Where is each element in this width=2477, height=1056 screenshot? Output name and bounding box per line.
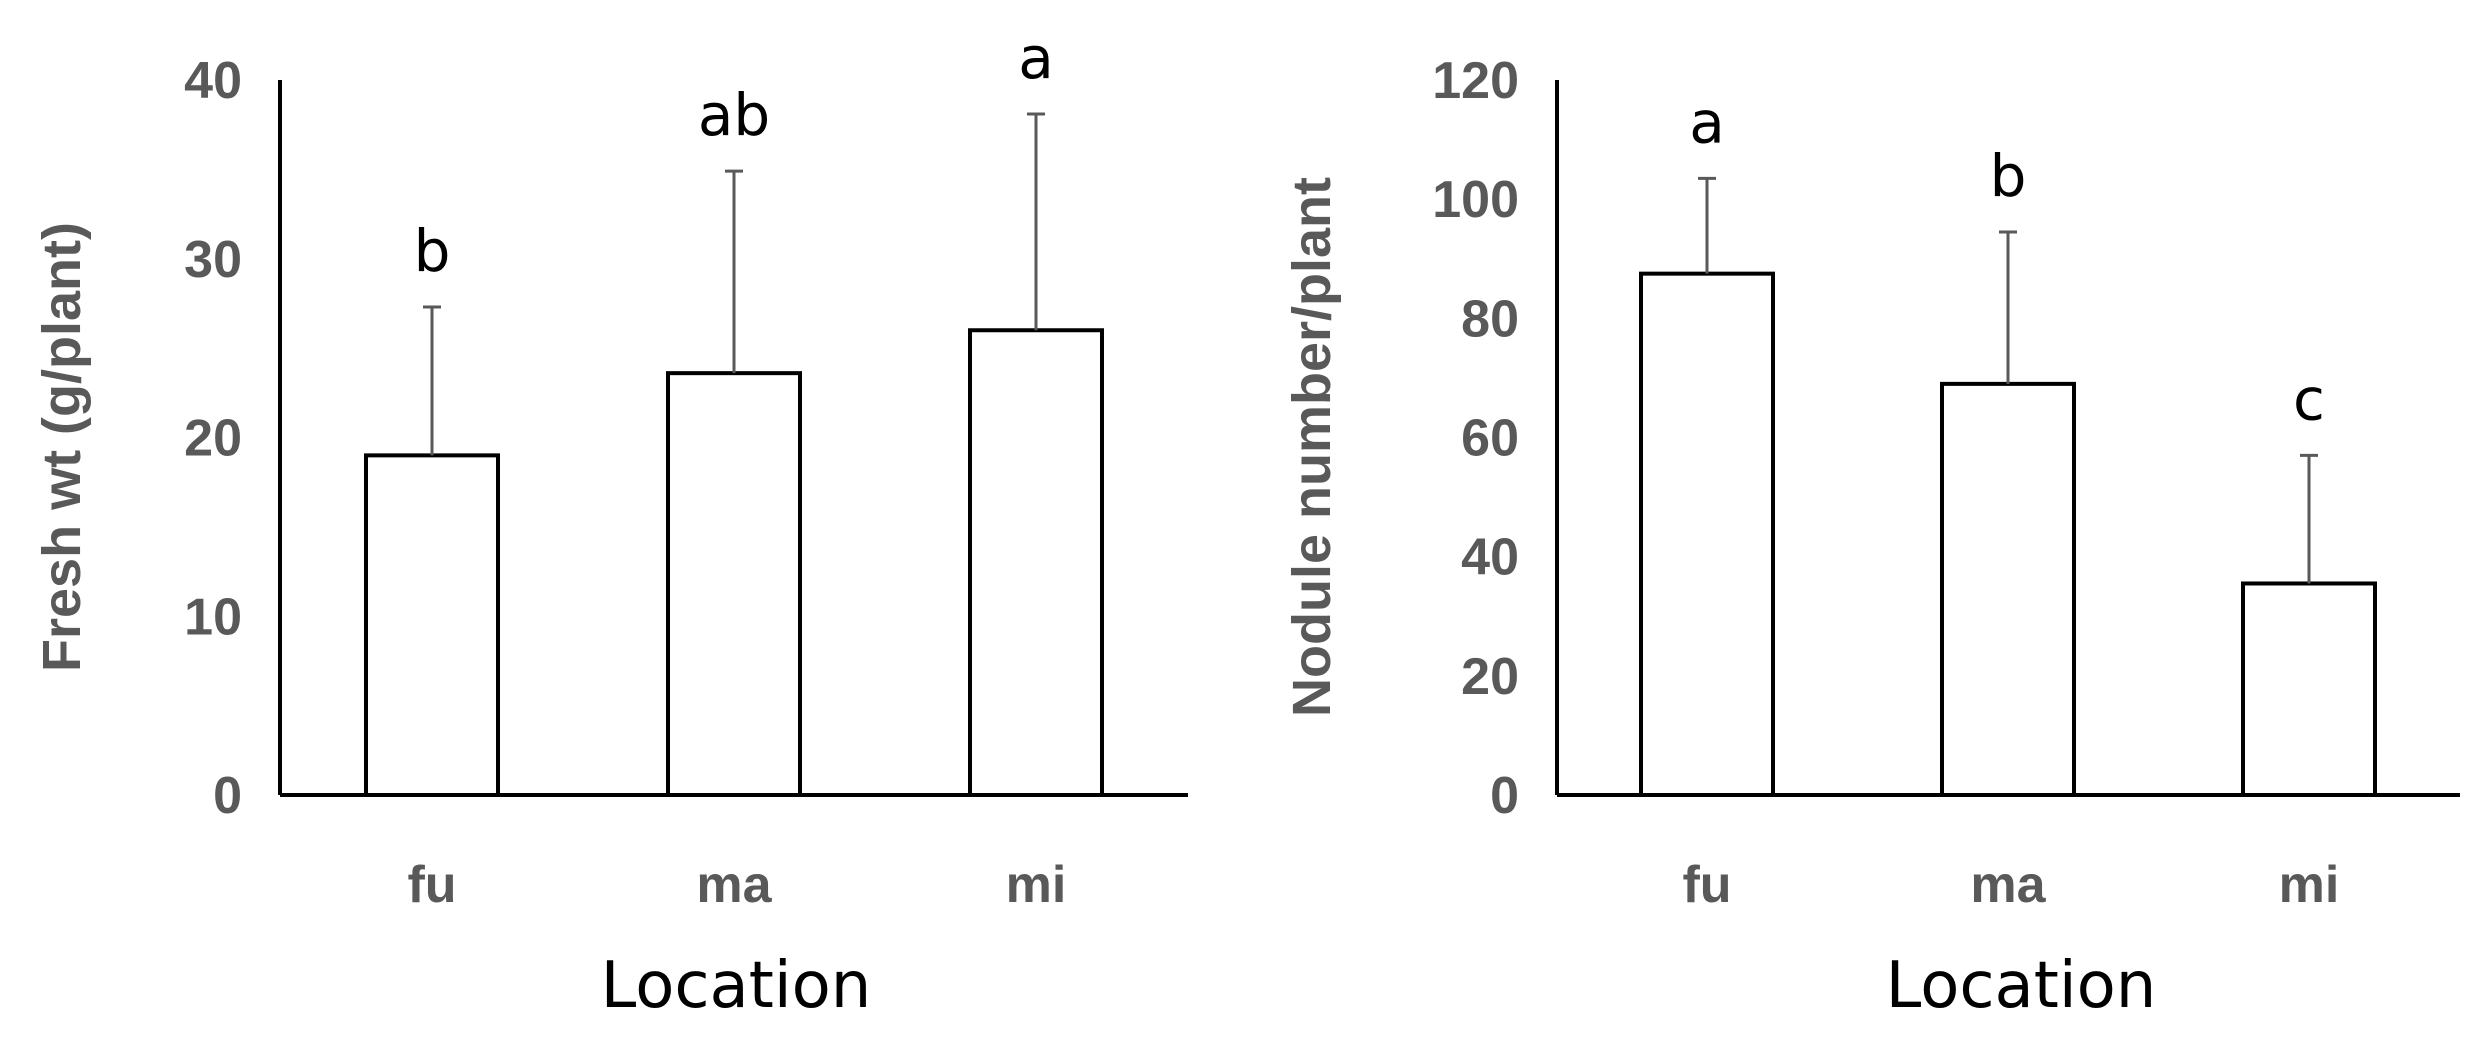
significance-label: a bbox=[1018, 24, 1054, 92]
significance-label: b bbox=[1990, 142, 2027, 210]
x-axis-title: Location bbox=[1886, 949, 2157, 1023]
bar-mi bbox=[968, 328, 1104, 797]
x-tick-label: mi bbox=[2279, 856, 2340, 914]
bar-fu bbox=[364, 453, 500, 797]
y-tick-label: 20 bbox=[1461, 648, 1519, 706]
significance-label: b bbox=[414, 217, 451, 285]
y-tick-label: 80 bbox=[1461, 290, 1519, 348]
y-tick-label: 120 bbox=[1432, 52, 1519, 110]
significance-label: a bbox=[1689, 88, 1725, 156]
y-tick-label: 0 bbox=[213, 767, 242, 825]
y-tick-label: 40 bbox=[184, 52, 242, 110]
fresh-weight-panel: Fresh wt (g/plant) Location 0 10 20 30 40 b fu… bbox=[32, 24, 1188, 1023]
x-tick-label: ma bbox=[1970, 856, 2046, 914]
bar-ma bbox=[666, 371, 802, 797]
nodule-number-panel: Nodule number/plant Location 0 20 40 60 80 10… bbox=[1282, 52, 2460, 1023]
x-tick-label: ma bbox=[696, 856, 772, 914]
bar-fu bbox=[1639, 271, 1775, 798]
y-axis-title: Fresh wt (g/plant) bbox=[32, 222, 92, 672]
x-tick-label: fu bbox=[407, 856, 456, 914]
x-axis-title: Location bbox=[601, 949, 872, 1023]
y-tick-label: 100 bbox=[1432, 171, 1519, 229]
y-tick-label: 30 bbox=[184, 231, 242, 289]
y-tick-label: 20 bbox=[184, 410, 242, 468]
significance-label: c bbox=[2293, 365, 2325, 433]
y-tick-label: 10 bbox=[184, 588, 242, 646]
x-tick-label: mi bbox=[1006, 856, 1067, 914]
y-axis-title: Nodule number/plant bbox=[1282, 177, 1342, 717]
y-tick-label: 40 bbox=[1461, 529, 1519, 587]
significance-label: ab bbox=[698, 81, 770, 149]
y-tick-label: 0 bbox=[1490, 767, 1519, 825]
bar-ma bbox=[1940, 381, 2076, 797]
bar-mi bbox=[2241, 581, 2377, 798]
x-tick-label: fu bbox=[1682, 856, 1731, 914]
y-tick-label: 60 bbox=[1461, 410, 1519, 468]
